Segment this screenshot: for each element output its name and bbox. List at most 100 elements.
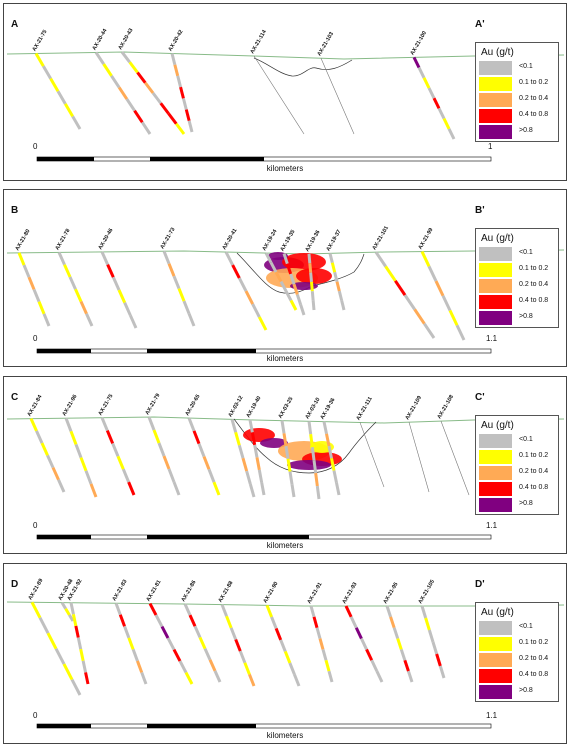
drill-interval <box>117 289 127 304</box>
pit-outline <box>253 57 353 77</box>
drill-interval <box>285 263 293 275</box>
legend-row: <0.1 <box>479 61 557 75</box>
drill-interval <box>198 636 207 650</box>
drill-interval <box>179 86 185 99</box>
drill-trace <box>359 422 385 488</box>
legend-label: 0.4 to 0.8 <box>519 484 549 491</box>
hole-label: AX-20-46 <box>98 228 115 251</box>
legend-title: Au (g/t) <box>481 233 514 244</box>
legend-row: 0.2 to 0.4 <box>479 93 557 107</box>
section-b-canvas: AX-21-80 AX-21-78 AX-20-46 AX-21-73 AX-20-41… <box>6 225 565 354</box>
drill-interval <box>17 252 26 266</box>
drill-interval <box>42 65 52 80</box>
hole-label: AX-21-80 <box>15 228 32 251</box>
hole-label: AX-21-95 <box>383 582 400 605</box>
legend-title: Au (g/t) <box>481 47 514 58</box>
drill-interval <box>284 290 293 302</box>
section-a-canvas: AX-21-75 AX-20-44 AX-20-43 AX-20-42 AX-21-11… <box>6 27 565 162</box>
drill-interval <box>274 627 283 641</box>
drill-interval <box>120 51 131 64</box>
drill-interval <box>447 128 456 140</box>
legend-b: Au (g/t) <0.1 0.1 to 0.2 0.2 to 0.4 0.4 … <box>475 228 559 328</box>
drill-interval <box>264 252 273 264</box>
drill-interval <box>177 288 186 302</box>
drill-interval <box>64 103 74 118</box>
drill-interval <box>184 671 194 685</box>
drill-interval <box>30 601 42 619</box>
drill-interval <box>270 616 278 629</box>
drill-interval <box>188 614 197 627</box>
scale-end-label: 1.1 <box>486 334 498 343</box>
drill-interval <box>257 316 268 331</box>
drill-interval <box>70 678 82 696</box>
drill-interval <box>85 313 94 327</box>
drill-interval <box>128 314 138 329</box>
hole-label: AX-19-24 <box>262 228 279 252</box>
drill-interval <box>46 454 55 469</box>
legend-swatch <box>479 498 512 512</box>
drill-interval <box>202 455 211 470</box>
legend-swatch <box>479 295 512 309</box>
scale-end-label: 1 <box>488 142 493 151</box>
legend-row: 0.1 to 0.2 <box>479 450 557 464</box>
drill-interval <box>389 616 396 629</box>
drill-interval <box>282 253 289 265</box>
drill-interval <box>280 420 286 434</box>
drill-interval <box>127 481 136 496</box>
legend-swatch <box>479 669 512 683</box>
drill-interval <box>241 457 249 472</box>
hole-label: AX-20-65 <box>185 394 202 417</box>
drill-interval <box>322 421 328 435</box>
drill-interval <box>288 662 296 676</box>
drill-interval <box>234 431 241 446</box>
hole-label: AX-21-99 <box>418 227 435 250</box>
legend-label: >0.8 <box>519 687 533 694</box>
drill-interval <box>437 107 446 120</box>
drill-interval <box>71 614 78 627</box>
drill-interval <box>68 614 75 622</box>
drill-interval <box>123 302 132 316</box>
drill-interval <box>333 271 339 283</box>
legend-row: <0.1 <box>479 247 557 261</box>
drill-interval <box>64 607 71 616</box>
drill-interval <box>74 625 80 638</box>
drill-interval <box>432 97 441 110</box>
drill-interval <box>166 637 176 651</box>
drill-interval <box>71 115 82 130</box>
grade-shell <box>287 460 331 470</box>
hole-label: AX-20-43 <box>118 28 135 51</box>
legend-label: 0.1 to 0.2 <box>519 452 549 459</box>
drill-interval <box>442 117 451 130</box>
legend-label: 0.2 to 0.4 <box>519 281 549 288</box>
drill-interval <box>290 484 296 498</box>
section-a-right-label: A' <box>475 19 485 30</box>
section-c-canvas: AX-21-84 AX-21-96 AX-21-75 AX-21-79 AX-20-65… <box>6 393 565 540</box>
drill-interval <box>54 647 66 665</box>
legend-swatch <box>479 637 512 651</box>
drill-interval <box>79 300 88 315</box>
section-b-panel: AX-21-80 AX-21-78 AX-20-46 AX-21-73 AX-20-41… <box>3 189 567 367</box>
drill-interval <box>40 442 49 456</box>
drill-interval <box>170 53 177 66</box>
drill-interval <box>187 417 196 432</box>
section-d-left-label: D <box>11 579 19 590</box>
grade-shell <box>296 268 332 284</box>
drill-interval <box>173 64 180 77</box>
drill-interval <box>51 466 60 481</box>
drill-interval <box>279 639 287 653</box>
drill-interval <box>29 418 38 432</box>
drill-interval <box>69 430 78 445</box>
scale-bar-segment <box>37 349 91 353</box>
drill-interval <box>100 417 109 432</box>
drill-interval <box>172 481 181 496</box>
drill-interval <box>117 86 129 100</box>
legend-swatch <box>479 482 512 496</box>
drill-interval <box>81 660 88 673</box>
drill-interval <box>248 483 256 498</box>
drill-interval <box>121 468 131 483</box>
legend-swatch <box>479 434 512 448</box>
drill-interval <box>318 638 325 650</box>
scale-bar-segment <box>37 157 94 161</box>
hole-label: AX-19-36 <box>320 397 337 420</box>
